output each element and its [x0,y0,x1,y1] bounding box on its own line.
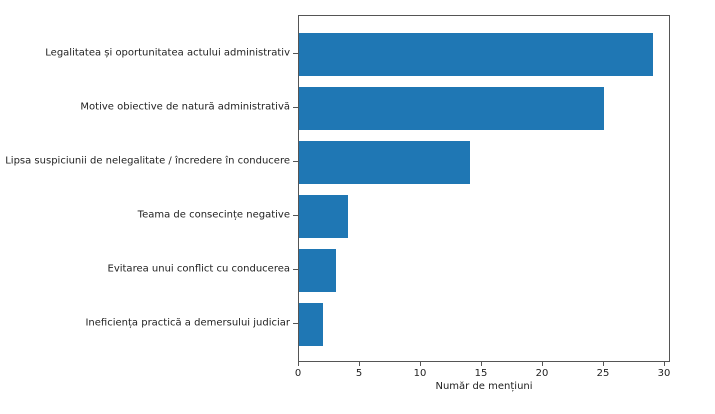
bar-3 [299,195,348,238]
category-label: Lipsa suspiciunii de nelegalitate / încr… [5,155,290,167]
x-tick [359,362,360,366]
x-tick-label: 5 [355,368,363,379]
y-tick [293,215,298,216]
x-tick-label: 30 [657,368,671,379]
x-tick-label: 20 [535,368,549,379]
category-label: Evitarea unui conflict cu conducerea [107,263,291,275]
y-tick [293,269,298,270]
category-label: Ineficiența practică a demersului judici… [85,317,290,329]
x-tick [420,362,421,366]
x-tick-label: 0 [294,368,302,379]
x-tick-label: 25 [596,368,610,379]
bar-5 [299,303,323,346]
plot-area [298,15,670,362]
x-tick [542,362,543,366]
x-tick-label: 10 [413,368,427,379]
x-tick [298,362,299,366]
x-tick-label: 15 [474,368,488,379]
x-axis-label: Număr de mențiuni [435,381,533,392]
x-tick [664,362,665,366]
bar-2 [299,141,470,184]
category-label: Motive obiective de natură administrativ… [80,101,290,113]
bar-0 [299,33,653,76]
category-label: Teama de consecințe negative [137,209,290,221]
x-tick [481,362,482,366]
category-label: Legalitatea și oportunitatea actului adm… [45,47,290,59]
y-tick [293,323,298,324]
x-tick [603,362,604,366]
y-tick [293,161,298,162]
y-tick [293,53,298,54]
bar-4 [299,249,336,292]
bar-1 [299,87,604,130]
y-tick [293,107,298,108]
